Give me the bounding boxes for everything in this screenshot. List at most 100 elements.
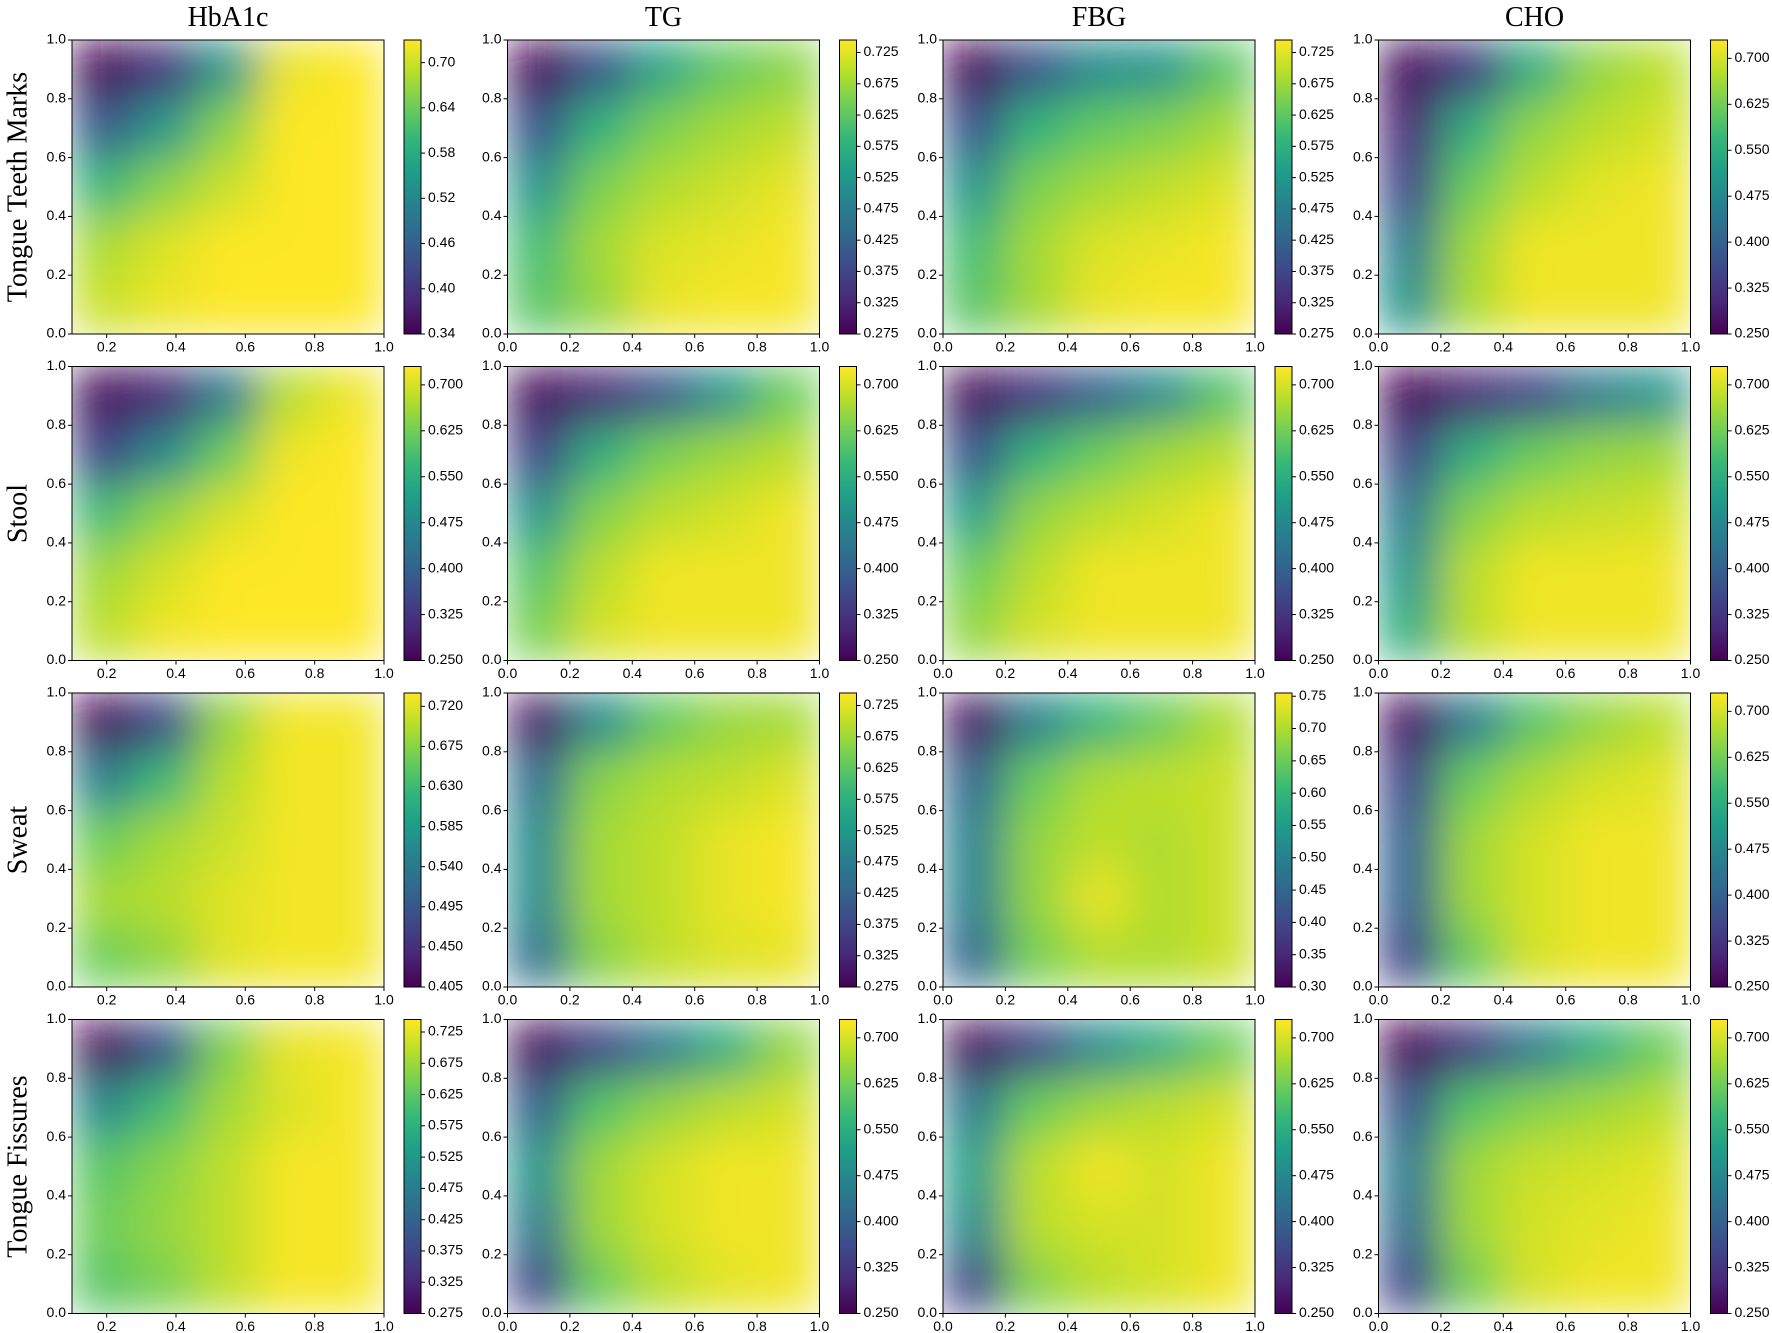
- y-tick-label: 0.6: [1353, 801, 1373, 817]
- contour-field: [507, 1019, 820, 1314]
- x-tick-label: 0.4: [1494, 992, 1514, 1008]
- colorbar-tick-label: 0.700: [1735, 1029, 1770, 1045]
- contour-panel: 0.0 0.2 0.4 0.6 0.8 1.0 0.0 0.2 0.4 0.6 0.8 1.0 0.25…: [918, 357, 1335, 681]
- colorbar-tick-label: 0.625: [864, 1075, 899, 1091]
- contour-cell: [694, 810, 758, 870]
- colorbar: [403, 366, 422, 661]
- contour-cell: [1067, 40, 1131, 100]
- contour-cell: [259, 425, 323, 485]
- colorbar-tick-label: 0.250: [1735, 978, 1770, 994]
- contour-cell: [72, 751, 135, 812]
- contour-cell: [196, 157, 260, 217]
- contour-cell: [1628, 1078, 1691, 1138]
- colorbar-tick-label: 0.550: [864, 467, 899, 483]
- contour-cell: [757, 751, 820, 812]
- colorbar-tick-label: 0.400: [1735, 559, 1770, 575]
- contour-cell: [569, 425, 633, 485]
- colorbar-tick-label: 0.625: [864, 422, 899, 438]
- contour-cell: [632, 98, 696, 159]
- contour-cell: [1378, 484, 1442, 544]
- contour-cell: [1565, 484, 1629, 544]
- x-tick-label: 0.8: [747, 992, 767, 1008]
- colorbar-tick-label: 0.475: [428, 1179, 463, 1195]
- y-tick-label: 0.4: [482, 534, 502, 550]
- colorbar-tick-label: 0.325: [428, 1273, 463, 1289]
- contour-cell: [569, 216, 633, 276]
- contour-cell: [507, 601, 571, 661]
- contour-field: [1378, 693, 1691, 987]
- contour-cell: [259, 869, 323, 929]
- colorbar-tick-label: 0.475: [1299, 1166, 1334, 1182]
- colorbar-tick-label: 0.65: [1299, 752, 1326, 768]
- contour-cell: [72, 425, 135, 485]
- colorbar: [839, 1019, 857, 1314]
- contour-cell: [259, 810, 323, 870]
- y-tick-label: 0.8: [1353, 743, 1373, 759]
- contour-cell: [1067, 1019, 1131, 1079]
- contour-panel: 0.0 0.2 0.4 0.6 0.8 1.0 0.0 0.2 0.4 0.6 0.8 1.0 0.25…: [482, 1010, 899, 1333]
- contour-field: [72, 40, 384, 334]
- contour-cell: [632, 1254, 696, 1314]
- contour-cell: [1005, 928, 1069, 987]
- x-tick-label: 0.4: [166, 992, 186, 1008]
- colorbar-tick-label: 0.550: [428, 467, 463, 483]
- colorbar-tick-label: 0.625: [1735, 422, 1770, 438]
- contour-cell: [1130, 542, 1194, 603]
- colorbar-tick-label: 0.675: [864, 74, 899, 90]
- x-tick-label: 1.0: [374, 339, 394, 355]
- contour-cell: [259, 1019, 323, 1079]
- contour-field: [72, 1019, 384, 1314]
- y-tick-label: 0.4: [918, 1187, 938, 1203]
- plot-frame: [942, 366, 1256, 661]
- colorbar-tick-label: 0.250: [864, 1304, 899, 1320]
- contour-cell: [134, 693, 198, 753]
- colorbar-tick-label: 0.675: [428, 1054, 463, 1070]
- contour-cell: [1130, 366, 1194, 426]
- contour-cell: [507, 1078, 571, 1138]
- x-tick-label: 0.4: [166, 665, 186, 681]
- contour-cell: [321, 1137, 384, 1197]
- colorbar-tick-label: 0.700: [1735, 376, 1770, 392]
- contour-cell: [507, 751, 571, 812]
- contour-cell: [1130, 928, 1194, 987]
- colorbar-tick-label: 0.75: [1299, 687, 1326, 703]
- colorbar-tick-label: 0.450: [428, 938, 463, 954]
- x-tick-label: 0.6: [685, 339, 705, 355]
- colorbar-tick-label: 0.475: [864, 513, 899, 529]
- contour-cell: [1005, 216, 1069, 276]
- contour-cell: [1005, 1254, 1069, 1314]
- y-tick-label: 0.2: [918, 266, 938, 282]
- x-tick-label: 0.0: [498, 1318, 518, 1333]
- y-tick-label: 0.8: [47, 743, 67, 759]
- contour-cell: [943, 425, 1006, 485]
- contour-cell: [694, 1078, 758, 1138]
- x-tick-label: 1.0: [810, 339, 830, 355]
- contour-cell: [694, 869, 758, 929]
- contour-cell: [1628, 157, 1691, 217]
- contour-cell: [1440, 1254, 1504, 1314]
- contour-cell: [1440, 98, 1504, 159]
- contour-cell: [1503, 366, 1567, 426]
- contour-cell: [569, 98, 633, 159]
- contour-cell: [1565, 366, 1629, 426]
- plot-frame: [71, 39, 385, 335]
- contour-cell: [1503, 542, 1567, 603]
- colorbar-tick-label: 0.40: [428, 279, 455, 295]
- contour-cell: [507, 1019, 571, 1079]
- contour-cell: [1440, 542, 1504, 603]
- colorbar-tick-label: 0.725: [864, 696, 899, 712]
- colorbar-tick-label: 0.495: [428, 898, 463, 914]
- contour-cell: [134, 484, 198, 544]
- x-tick-label: 0.6: [1556, 1318, 1576, 1333]
- contour-cell: [259, 1254, 323, 1314]
- y-tick-label: 0.8: [1353, 416, 1373, 432]
- x-tick-label: 0.8: [305, 339, 325, 355]
- contour-cell: [632, 601, 696, 661]
- contour-cell: [1565, 693, 1629, 753]
- contour-cell: [1628, 484, 1691, 544]
- contour-cell: [632, 751, 696, 812]
- contour-cell: [694, 601, 758, 661]
- contour-cell: [134, 1254, 198, 1314]
- contour-panel: 0.2 0.4 0.6 0.8 1.0 0.0 0.2 0.4 0.6 0.8 1.0 0.34 0.4…: [47, 31, 456, 355]
- colorbar-tick-label: 0.475: [1735, 1166, 1770, 1182]
